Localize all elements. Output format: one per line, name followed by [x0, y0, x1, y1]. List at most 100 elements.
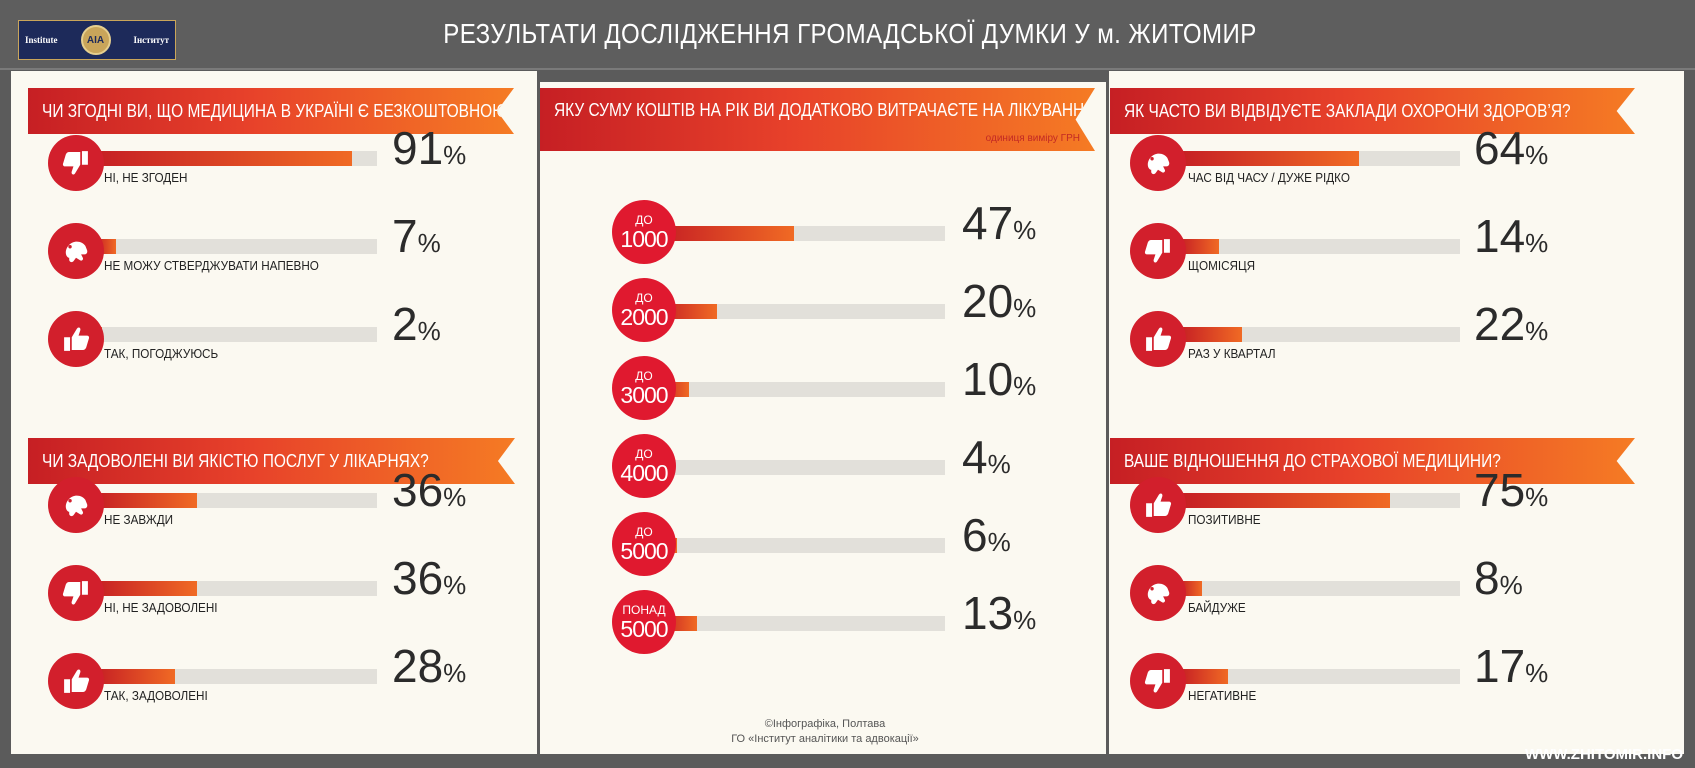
bar-fill: [660, 226, 794, 241]
percent-sign: %: [987, 449, 1011, 479]
percent-value: 14%: [1474, 213, 1548, 259]
question-banner-spending: ЯКУ СУМУ КОШТІВ НА РІК ВИ ДОДАТКОВО ВИТР…: [540, 88, 1095, 151]
thumbs-down-icon: [59, 146, 93, 180]
amount-value: 4000: [620, 459, 668, 486]
bar-fill: [1180, 493, 1390, 508]
answer-label: ТАК, ЗАДОВОЛЕНІ: [104, 688, 208, 703]
percent-value: 8%: [1474, 555, 1523, 601]
answer-label: НІ, НЕ ЗАДОВОЛЕНІ: [104, 600, 218, 615]
answer-label: БАЙДУЖЕ: [1188, 600, 1246, 615]
percent-number: 75: [1474, 464, 1526, 516]
hand-wave-icon: [1141, 146, 1175, 180]
bar-track: [660, 460, 945, 475]
bar-track: [660, 382, 945, 397]
amount-prefix: ДО: [635, 368, 653, 383]
hand-wave-icon: [59, 488, 93, 522]
percent-value: 10%: [962, 356, 1036, 402]
amount-value: 5000: [620, 537, 668, 564]
thumbs-down-icon: [1141, 664, 1175, 698]
percent-number: 4: [962, 431, 988, 483]
bar-fill: [1180, 151, 1360, 166]
amount-prefix: ДО: [635, 290, 653, 305]
amount-value: 1000: [620, 225, 668, 252]
percent-number: 28: [392, 640, 444, 692]
bar-track: [96, 581, 377, 596]
amount-badge: ДО 4000: [612, 434, 676, 498]
answer-label: НЕ ЗАВЖДИ: [104, 512, 174, 527]
bar-fill: [96, 581, 198, 596]
percent-number: 14: [1474, 210, 1526, 262]
percent-sign: %: [443, 482, 467, 512]
thumbs-down-badge: [1130, 653, 1186, 709]
percent-number: 10: [962, 353, 1014, 405]
thumbs-down-badge: [48, 135, 104, 191]
bar-track: [1180, 493, 1460, 508]
hand-wave-badge: [1130, 565, 1186, 621]
answer-label: НЕ МОЖУ СТВЕРДЖУВАТИ НАПЕВНО: [104, 258, 319, 273]
thumbs-down-icon: [1141, 234, 1175, 268]
bar-track: [96, 151, 377, 166]
percent-sign: %: [987, 527, 1011, 557]
percent-sign: %: [417, 316, 441, 346]
percent-value: 64%: [1474, 125, 1548, 171]
question-banner-insurance: ВАШЕ ВІДНОШЕННЯ ДО СТРАХОВОЇ МЕДИЦИНИ?: [1110, 438, 1635, 484]
percent-sign: %: [443, 570, 467, 600]
percent-number: 7: [392, 210, 418, 262]
percent-sign: %: [1525, 140, 1549, 170]
panel-visits: [1109, 71, 1684, 754]
thumbs-up-icon: [59, 322, 93, 356]
bar-track: [1180, 151, 1460, 166]
bar-fill: [1180, 239, 1220, 254]
hand-wave-badge: [48, 477, 104, 533]
percent-sign: %: [443, 658, 467, 688]
answer-label: ТАК, ПОГОДЖУЮСЬ: [104, 346, 219, 361]
bar-track: [96, 493, 377, 508]
bar-fill: [96, 669, 175, 684]
percent-number: 36: [392, 552, 444, 604]
bar-fill: [1180, 327, 1242, 342]
percent-sign: %: [1525, 658, 1549, 688]
percent-sign: %: [1013, 215, 1037, 245]
amount-badge: ДО 1000: [612, 200, 676, 264]
percent-value: 91%: [392, 125, 466, 171]
thumbs-up-icon: [59, 664, 93, 698]
hand-wave-badge: [48, 223, 104, 279]
amount-badge: ДО 3000: [612, 356, 676, 420]
credits: ©Інфографіка, Полтава ГО «Інститут аналі…: [700, 717, 950, 747]
panel-free-medicine: [11, 71, 537, 754]
percent-sign: %: [1499, 570, 1523, 600]
percent-number: 36: [392, 464, 444, 516]
percent-value: 22%: [1474, 301, 1548, 347]
amount-badge: ДО 5000: [612, 512, 676, 576]
percent-value: 75%: [1474, 467, 1548, 513]
amount-value: 5000: [620, 615, 668, 642]
percent-value: 20%: [962, 278, 1036, 324]
thumbs-down-badge: [48, 565, 104, 621]
percent-number: 2: [392, 298, 418, 350]
percent-number: 13: [962, 587, 1014, 639]
percent-sign: %: [1013, 293, 1037, 323]
amount-badge: ДО 2000: [612, 278, 676, 342]
percent-number: 17: [1474, 640, 1526, 692]
thumbs-down-badge: [1130, 223, 1186, 279]
percent-value: 2%: [392, 301, 441, 347]
percent-sign: %: [1013, 605, 1037, 635]
percent-value: 6%: [962, 512, 1011, 558]
amount-prefix: ДО: [635, 212, 653, 227]
bar-track: [660, 304, 945, 319]
bar-fill: [96, 151, 352, 166]
question-banner-satisfaction: ЧИ ЗАДОВОЛЕНІ ВИ ЯКІСТЮ ПОСЛУГ У ЛІКАРНЯ…: [28, 438, 515, 484]
thumbs-up-badge: [48, 311, 104, 367]
answer-label: ПОЗИТИВНЕ: [1188, 512, 1261, 527]
bar-fill: [1180, 669, 1228, 684]
percent-sign: %: [443, 140, 467, 170]
logo-left-text: Institute: [25, 34, 58, 45]
answer-label: ЧАС ВІД ЧАСУ / ДУЖЕ РІДКО: [1188, 170, 1350, 185]
thumbs-up-icon: [1141, 488, 1175, 522]
site-watermark: WWW.ZHITOMIR.INFO: [1524, 746, 1683, 763]
percent-value: 4%: [962, 434, 1011, 480]
amount-value: 2000: [620, 303, 668, 330]
bar-track: [1180, 327, 1460, 342]
percent-number: 6: [962, 509, 988, 561]
